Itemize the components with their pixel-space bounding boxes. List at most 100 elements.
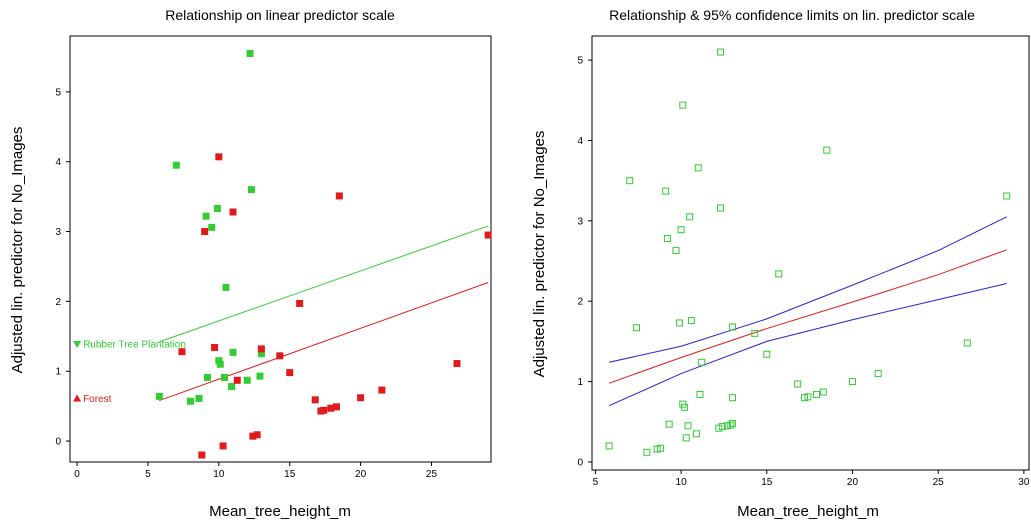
data-point [155,392,163,400]
data-point [687,317,695,325]
data-point [211,343,219,351]
data-point [672,247,680,255]
data-point [717,204,725,212]
y-tick-label: 1 [55,367,61,378]
right-chart-title: Relationship & 95% confidence limits on … [609,7,975,23]
data-point [276,352,284,360]
y-tick-label: 1 [577,377,583,388]
left-legend: Rubber Tree Plantation Forest [73,339,186,405]
data-point [643,448,651,456]
x-tick-label: 25 [933,477,945,488]
data-point [186,397,194,405]
left-chart-title: Relationship on linear predictor scale [165,7,395,23]
data-point [222,283,230,291]
data-point [698,358,706,366]
data-point [216,360,224,368]
x-tick-label: 25 [426,469,438,480]
data-point [1003,192,1011,200]
data-point [675,319,683,327]
data-point [178,348,186,356]
data-point [665,420,673,428]
data-point [221,373,229,381]
data-point [662,187,670,195]
x-tick-label: 10 [213,469,225,480]
data-point [203,373,211,381]
data-point [453,360,461,368]
right-y-ticks: 0 1 2 3 4 5 [577,56,592,468]
data-point [198,451,206,459]
y-tick-label: 3 [577,216,583,227]
data-point [257,345,265,353]
fit-line-1 [159,282,489,402]
data-point [213,204,221,212]
data-point [729,394,737,402]
data-point [247,186,255,194]
data-point [684,422,692,430]
data-point [751,329,759,337]
y-tick-label: 2 [577,297,583,308]
legend-marker [73,340,82,348]
data-point [327,404,335,412]
data-point [195,394,203,402]
legend-label: Rubber Tree Plantation [83,339,186,350]
data-point [812,390,820,398]
data-point [335,192,343,200]
data-point [605,442,613,450]
data-point [229,208,237,216]
data-point [717,48,725,56]
left-y-ticks: 0 1 2 3 4 5 [55,87,70,448]
data-point [215,153,223,161]
data-point [201,228,209,236]
x-tick-label: 30 [1018,477,1030,488]
fit-line-0 [159,225,489,343]
data-point [677,226,685,234]
data-point [963,339,971,347]
data-point [320,406,328,414]
data-point [686,213,694,221]
y-tick-label: 4 [577,136,583,147]
data-point [249,432,257,440]
data-point [229,348,237,356]
data-point [657,444,665,452]
left-y-axis-label: Adjusted lin. predictor for No_Images [9,127,26,374]
data-point [233,376,241,384]
fit-line [608,249,1007,384]
data-point [694,164,702,172]
data-point [775,270,783,278]
right-points [605,48,1011,456]
data-point [208,223,216,231]
data-point [633,324,641,332]
data-point [296,299,304,307]
data-point [219,442,227,450]
legend-marker [73,394,82,402]
data-point [243,376,251,384]
data-point [874,370,882,378]
data-point [332,403,340,411]
left-chart: Relationship on linear predictor scale 0… [9,7,492,520]
x-tick-label: 5 [145,469,151,480]
data-point [729,419,737,427]
data-point [693,430,701,438]
data-point [246,49,254,57]
data-point [378,386,386,394]
left-points [155,49,492,459]
data-point [804,393,812,401]
x-tick-label: 10 [676,477,688,488]
data-point [663,235,671,243]
y-tick-label: 5 [55,87,61,98]
y-tick-label: 0 [577,457,583,468]
data-point [848,378,856,386]
confidence-limit-line [608,283,1007,407]
data-point [286,369,294,377]
left-x-ticks: 0 5 10 15 20 25 [74,462,437,480]
data-point [626,177,634,185]
left-plot-frame [69,35,492,463]
data-point [823,146,831,154]
y-tick-label: 4 [55,157,61,168]
x-tick-label: 20 [847,477,859,488]
x-tick-label: 0 [74,469,80,480]
data-point [172,161,180,169]
data-point [794,380,802,388]
data-point [727,421,735,429]
